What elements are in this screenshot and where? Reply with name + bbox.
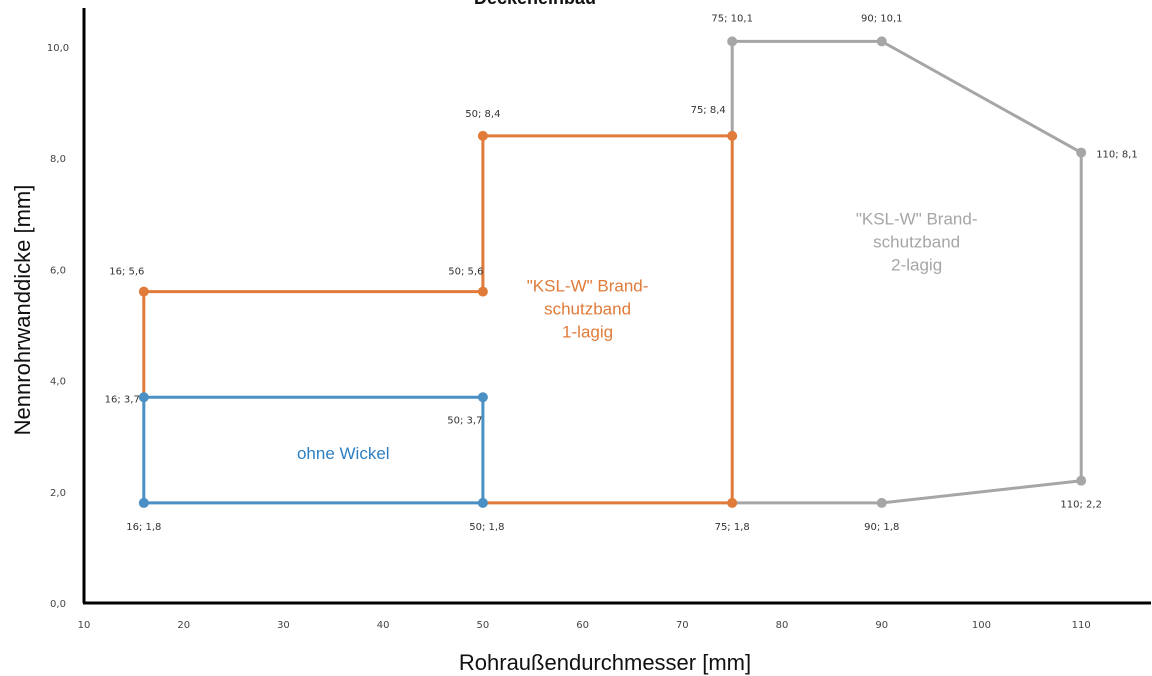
data-point bbox=[477, 497, 488, 508]
y-tick-label: 4,0 bbox=[50, 377, 66, 388]
data-point bbox=[477, 286, 488, 297]
x-tick-label: 10 bbox=[78, 620, 91, 631]
data-label: 110; 2,2 bbox=[1060, 500, 1102, 511]
x-tick-label: 80 bbox=[776, 620, 789, 631]
data-point bbox=[138, 392, 149, 403]
x-tick-label: 110 bbox=[1072, 620, 1091, 631]
data-point bbox=[477, 392, 488, 403]
series-line-2 bbox=[142, 134, 734, 505]
data-label: 16; 3,7 bbox=[105, 394, 140, 405]
axes: 10 20 30 40 50 60 70 80 90 100 110 0,0 2,0 4,0 6,0 8,0 1… bbox=[47, 8, 1151, 631]
x-axis-title: Rohraußendurchmesser [mm] bbox=[459, 650, 751, 675]
y-tick-label: 0,0 bbox=[50, 599, 66, 610]
chart-title: Deckeneinbau bbox=[474, 0, 596, 8]
data-point bbox=[1076, 475, 1087, 486]
series-layer bbox=[138, 36, 1087, 508]
region-annotation: 2-lagig bbox=[891, 256, 942, 275]
labels-layer: 16; 1,8 50; 1,8 50; 3,7 16; 3,7 16; 5,6 50; 5… bbox=[105, 13, 1138, 533]
data-label: 50; 5,6 bbox=[448, 267, 483, 278]
data-point bbox=[876, 36, 887, 47]
region-annotation: "KSL-W" Brand- bbox=[527, 276, 649, 295]
data-point bbox=[727, 36, 738, 47]
x-tick-label: 90 bbox=[875, 620, 888, 631]
data-label: 75; 10,1 bbox=[711, 13, 753, 24]
data-label: 75; 1,8 bbox=[715, 522, 750, 533]
data-label: 75; 8,4 bbox=[691, 105, 726, 116]
data-label: 16; 5,6 bbox=[109, 267, 144, 278]
y-tick-label: 6,0 bbox=[50, 265, 66, 276]
y-tick-label: 10,0 bbox=[47, 43, 69, 54]
data-label: 50; 8,4 bbox=[465, 109, 500, 120]
y-tick-label: 2,0 bbox=[50, 488, 66, 499]
data-point bbox=[727, 497, 738, 508]
data-point bbox=[1076, 147, 1087, 158]
x-tick-label: 60 bbox=[576, 620, 589, 631]
data-label: 16; 1,8 bbox=[126, 522, 161, 533]
data-label: 50; 3,7 bbox=[447, 415, 482, 426]
data-point bbox=[876, 497, 887, 508]
region-annotation: 1-lagig bbox=[562, 322, 613, 341]
data-point bbox=[477, 130, 488, 141]
x-tick-label: 40 bbox=[377, 620, 390, 631]
data-label: 110; 8,1 bbox=[1096, 150, 1138, 161]
region-annotation: schutzband bbox=[873, 233, 960, 252]
data-label: 90; 10,1 bbox=[861, 13, 903, 24]
region-annotation: "KSL-W" Brand- bbox=[856, 210, 978, 229]
x-tick-label: 70 bbox=[676, 620, 689, 631]
region-annotation: schutzband bbox=[544, 299, 631, 318]
data-point bbox=[138, 286, 149, 297]
x-tick-label: 30 bbox=[277, 620, 290, 631]
region-annotation: ohne Wickel bbox=[297, 444, 390, 463]
data-label: 90; 1,8 bbox=[864, 522, 899, 533]
y-axis-title: Nennrohrwanddicke [mm] bbox=[10, 185, 35, 436]
data-point bbox=[138, 497, 149, 508]
x-tick-label: 50 bbox=[477, 620, 490, 631]
x-tick-label: 100 bbox=[972, 620, 991, 631]
data-point bbox=[727, 130, 738, 141]
x-tick-label: 20 bbox=[177, 620, 190, 631]
data-label: 50; 1,8 bbox=[469, 522, 504, 533]
y-tick-label: 8,0 bbox=[50, 154, 66, 165]
